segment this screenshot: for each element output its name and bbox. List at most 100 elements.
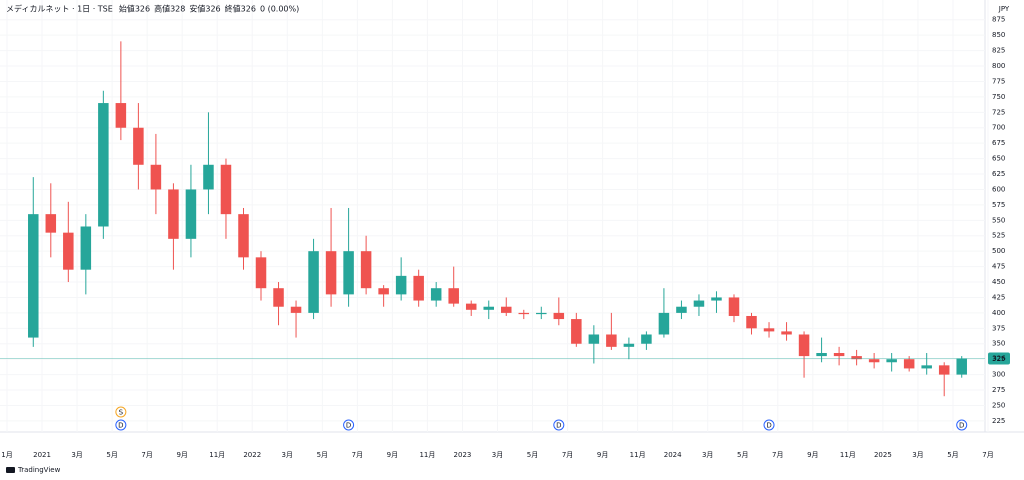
ohlc-label: 始値 bbox=[119, 4, 135, 14]
x-tick-label: 9月 bbox=[597, 451, 608, 459]
x-tick-label: 7月 bbox=[141, 451, 152, 459]
candle-body bbox=[98, 103, 109, 227]
y-tick-label: 550 bbox=[992, 216, 1005, 224]
candle-body bbox=[133, 127, 144, 165]
event-marker bbox=[115, 406, 127, 418]
candle-body bbox=[150, 164, 162, 190]
candle-body bbox=[483, 306, 494, 310]
candle-body bbox=[886, 359, 897, 363]
candle-body bbox=[868, 359, 880, 363]
candle-body bbox=[325, 251, 337, 295]
candle-body bbox=[360, 251, 372, 289]
y-tick-label: 425 bbox=[992, 293, 1005, 301]
candle-body bbox=[220, 164, 232, 215]
brand: TradingView bbox=[17, 466, 61, 474]
candle-body bbox=[343, 251, 354, 295]
candle-body bbox=[518, 312, 530, 315]
x-tick-label: 11月 bbox=[419, 451, 435, 459]
x-tick-label: 5月 bbox=[947, 451, 958, 459]
candle-body bbox=[273, 288, 284, 307]
y-tick-label: 600 bbox=[992, 185, 1005, 193]
candle-body bbox=[571, 319, 582, 344]
candle-body bbox=[641, 334, 652, 344]
x-tick-label: 3月 bbox=[912, 451, 923, 459]
candle-body bbox=[185, 189, 197, 239]
x-tick-label: 3月 bbox=[702, 451, 713, 459]
x-tick-label: 2025 bbox=[874, 451, 892, 459]
event-marker bbox=[553, 419, 565, 431]
y-tick-label: 500 bbox=[992, 247, 1005, 255]
event-label: S bbox=[119, 409, 124, 417]
event-label: D bbox=[346, 422, 351, 430]
x-tick-label: 5月 bbox=[106, 451, 117, 459]
candle-body bbox=[430, 288, 442, 301]
candle-body bbox=[851, 356, 862, 360]
candle-body bbox=[938, 365, 950, 375]
y-tick-label: 750 bbox=[992, 93, 1005, 101]
candle-body bbox=[80, 226, 92, 270]
candle-body bbox=[63, 232, 74, 270]
y-tick-label: 700 bbox=[992, 124, 1005, 132]
y-tick-label: 725 bbox=[992, 108, 1005, 116]
y-tick-label: 375 bbox=[992, 324, 1005, 332]
y-tick-label: 575 bbox=[992, 201, 1005, 209]
currency: JPY bbox=[998, 5, 1010, 13]
candle-body bbox=[448, 288, 459, 304]
x-tick-label: 9月 bbox=[387, 451, 398, 459]
candle-body bbox=[798, 334, 810, 357]
x-tick-label: 3月 bbox=[282, 451, 293, 459]
ohlc-value: 326 bbox=[205, 5, 220, 14]
y-tick-label: 325 bbox=[992, 355, 1005, 363]
candle-body bbox=[378, 288, 389, 295]
x-tick-label: 2021 bbox=[33, 451, 51, 459]
y-tick-label: 250 bbox=[992, 401, 1005, 409]
event-label: D bbox=[118, 422, 123, 430]
event-marker bbox=[115, 419, 127, 431]
candle-body bbox=[413, 275, 424, 301]
x-tick-label: 2024 bbox=[664, 451, 682, 459]
ohlc-label: 高値 bbox=[154, 4, 170, 14]
x-tick-label: 11月 bbox=[630, 451, 646, 459]
x-tick-label: 5月 bbox=[737, 451, 748, 459]
logo-mark bbox=[6, 467, 15, 473]
x-tick-label: 9月 bbox=[176, 451, 187, 459]
x-tick-label: 11月 bbox=[209, 451, 225, 459]
candle-body bbox=[816, 353, 827, 357]
y-tick-label: 225 bbox=[992, 417, 1005, 425]
candle-body bbox=[501, 306, 512, 313]
brand-logo: TradingView bbox=[6, 466, 61, 474]
x-tick-label: 5月 bbox=[527, 451, 538, 459]
candle-body bbox=[308, 251, 319, 313]
x-tick-label: 7月 bbox=[352, 451, 363, 459]
y-tick-label: 825 bbox=[992, 47, 1005, 55]
event-marker bbox=[956, 419, 968, 431]
event-marker bbox=[343, 419, 355, 431]
x-tick-label: 5月 bbox=[317, 451, 328, 459]
candle-body bbox=[711, 297, 722, 301]
candle-body bbox=[238, 214, 249, 258]
candle-body bbox=[658, 312, 670, 335]
candle-body bbox=[465, 303, 477, 310]
x-tick-label: 7月 bbox=[562, 451, 573, 459]
event-label: D bbox=[556, 422, 561, 430]
y-tick-label: 625 bbox=[992, 170, 1005, 178]
last-price-badge bbox=[988, 352, 1010, 365]
candle-body bbox=[115, 103, 127, 128]
ohlc-value: 328 bbox=[170, 5, 185, 14]
candle-body bbox=[553, 312, 565, 320]
candle-body bbox=[728, 297, 740, 316]
ohlc-label: 安値 bbox=[189, 4, 205, 14]
candle-body bbox=[833, 353, 845, 357]
x-tick-label: 2023 bbox=[454, 451, 472, 459]
event-marker bbox=[763, 419, 775, 431]
candle-body bbox=[676, 306, 687, 313]
y-tick-label: 275 bbox=[992, 386, 1005, 394]
y-tick-label: 450 bbox=[992, 278, 1005, 286]
y-tick-label: 800 bbox=[992, 62, 1005, 70]
y-tick-label: 525 bbox=[992, 232, 1005, 240]
y-tick-label: 400 bbox=[992, 309, 1005, 317]
y-tick-label: 675 bbox=[992, 139, 1005, 147]
y-tick-label: 775 bbox=[992, 77, 1005, 85]
candle-body bbox=[606, 334, 617, 347]
